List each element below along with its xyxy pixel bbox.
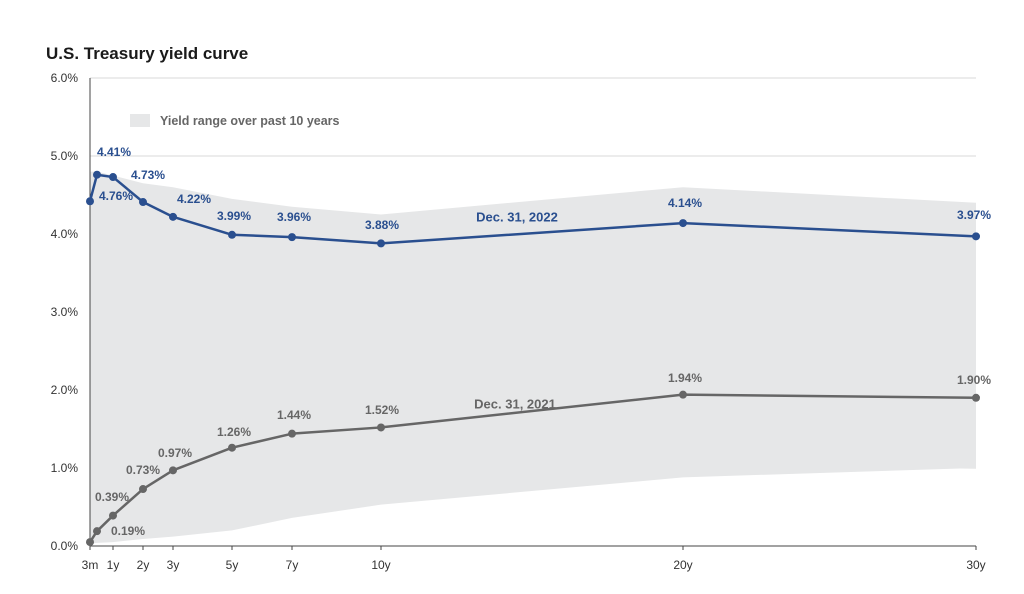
data-label: 1.52% — [365, 403, 399, 417]
series-line — [88, 173, 977, 245]
y-tick-label: 1.0% — [51, 461, 79, 475]
data-label: 1.94% — [668, 371, 702, 385]
data-point — [377, 239, 385, 248]
legend: Yield range over past 10 years — [130, 114, 340, 128]
yield-range-area — [90, 171, 976, 544]
data-label: 4.41% — [97, 145, 131, 159]
data-point — [972, 393, 980, 402]
data-point — [377, 423, 385, 432]
data-label: 0.73% — [126, 463, 160, 477]
x-tick-label: 7y — [286, 558, 299, 572]
x-tick-label: 10y — [371, 558, 390, 572]
x-tick-label: 5y — [226, 558, 239, 572]
data-point — [139, 485, 147, 494]
data-point — [169, 212, 177, 221]
legend-label: Yield range over past 10 years — [160, 114, 340, 128]
data-label: 4.14% — [668, 196, 702, 210]
x-tick-label: 20y — [673, 558, 692, 572]
y-tick-label: 4.0% — [51, 227, 79, 241]
yield-range-band — [90, 171, 976, 544]
data-point — [169, 466, 177, 475]
data-point — [972, 232, 980, 241]
data-label: 0.19% — [111, 524, 145, 538]
series-name-label: Dec. 31, 2021 — [474, 397, 556, 412]
data-point — [86, 538, 94, 547]
series-line — [88, 393, 977, 543]
x-tick-label: 3y — [167, 558, 180, 572]
data-point — [228, 443, 236, 452]
data-point — [109, 173, 117, 182]
x-tick-label: 2y — [137, 558, 150, 572]
chart-title: U.S. Treasury yield curve — [46, 44, 249, 63]
series-name-label: Dec. 31, 2022 — [476, 209, 558, 224]
data-point — [109, 511, 117, 520]
data-point — [288, 429, 296, 438]
y-tick-label: 0.0% — [51, 539, 79, 553]
data-point — [93, 527, 101, 536]
data-label: 1.26% — [217, 425, 251, 439]
data-point — [93, 170, 101, 179]
y-tick-label: 3.0% — [51, 305, 79, 319]
data-label: 3.88% — [365, 218, 399, 232]
y-tick-label: 6.0% — [51, 71, 79, 85]
data-point — [679, 219, 687, 228]
data-label: 3.96% — [277, 210, 311, 224]
data-point — [288, 233, 296, 242]
axes: 0.0% 1.0% 2.0% 3.0% 4.0% 5.0% 6.0% 3m 1y 2y 3y 5y 7y… — [51, 71, 986, 572]
data-label: 0.39% — [95, 490, 129, 504]
data-label: 3.97% — [957, 208, 991, 222]
data-point — [86, 197, 94, 206]
x-tick-label: 3m — [82, 558, 99, 572]
data-label: 4.73% — [131, 168, 165, 182]
y-tick-label: 2.0% — [51, 383, 79, 397]
data-labels: 4.41% 4.76% 4.73% 4.22% 3.99% 3.96% 3.88% 4.14%… — [95, 145, 991, 538]
data-label: 1.90% — [957, 373, 991, 387]
data-label: 4.22% — [177, 192, 211, 206]
data-label: 0.97% — [158, 446, 192, 460]
series — [86, 170, 980, 547]
legend-swatch — [130, 114, 150, 127]
data-point — [139, 198, 147, 207]
data-label: 4.76% — [99, 189, 133, 203]
data-point — [228, 230, 236, 239]
x-tick-label: 1y — [107, 558, 120, 572]
data-label: 1.44% — [277, 408, 311, 422]
data-label: 3.99% — [217, 209, 251, 223]
y-tick-label: 5.0% — [51, 149, 79, 163]
x-tick-label: 30y — [966, 558, 985, 572]
data-point — [679, 390, 687, 399]
